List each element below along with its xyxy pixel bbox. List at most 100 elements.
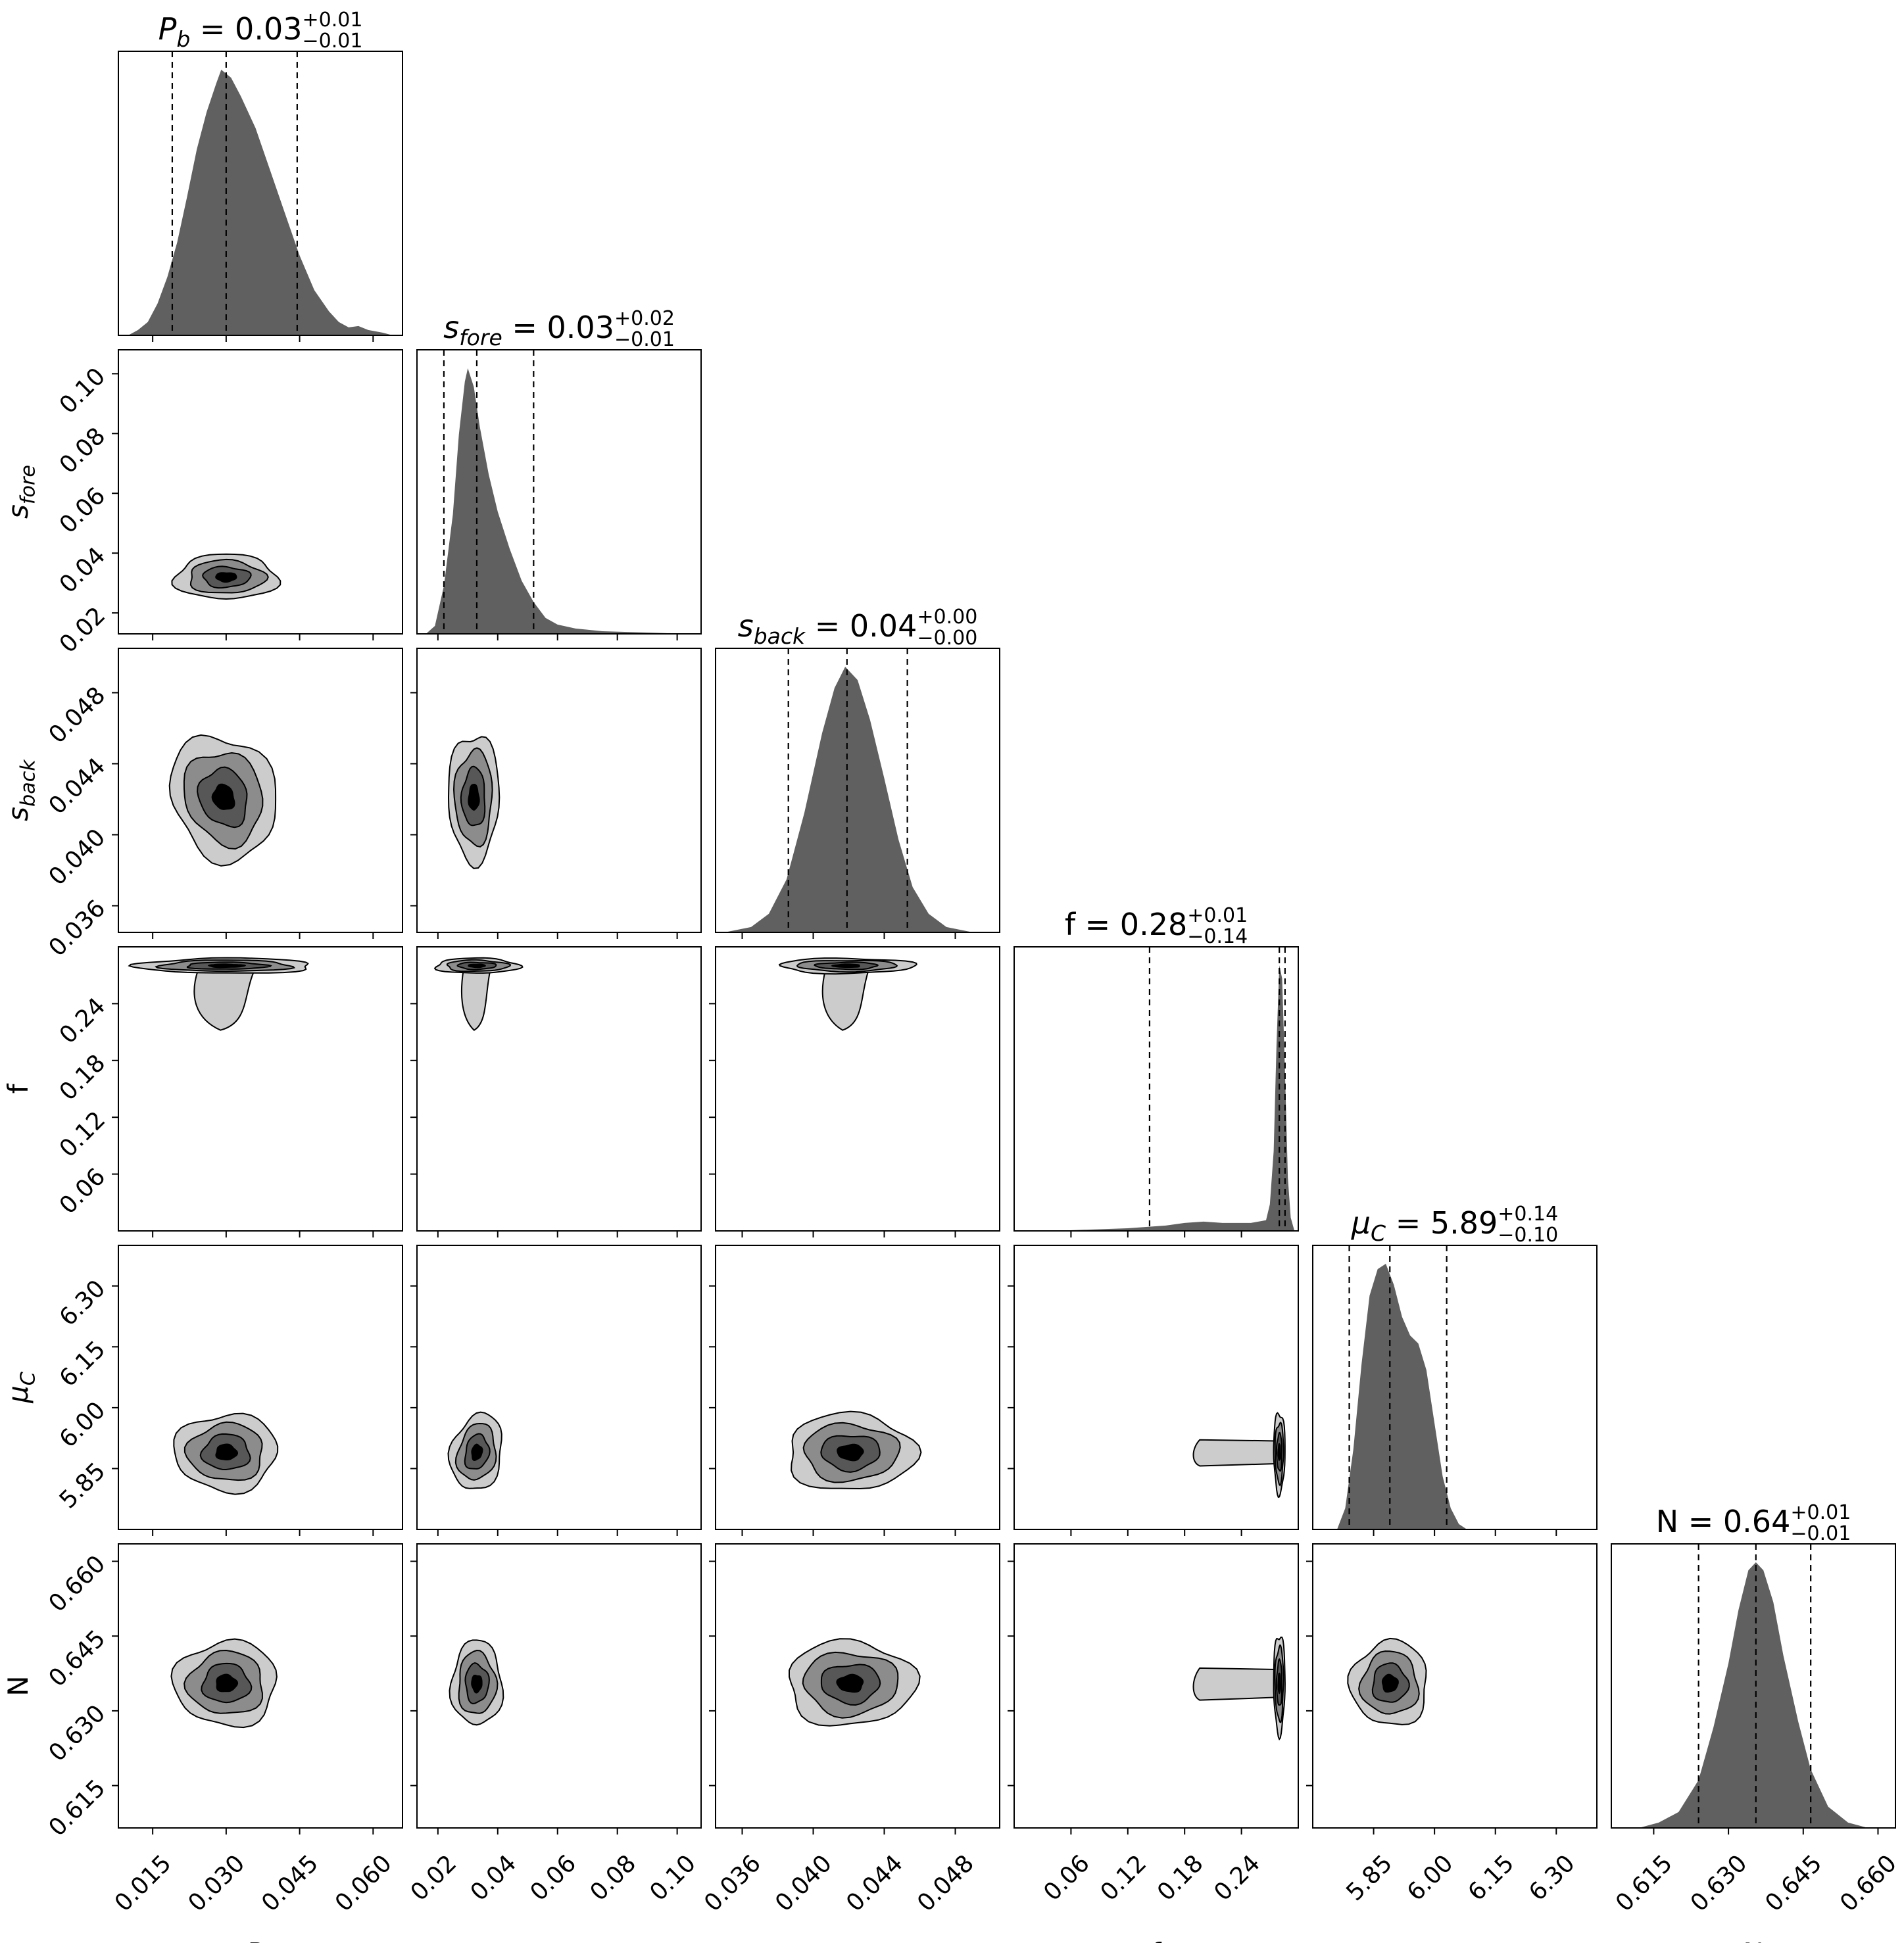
contour-level-4 bbox=[216, 1673, 239, 1692]
panel-frame-N-Pb bbox=[118, 1543, 403, 1829]
y-tick-label-sback: 0.044 bbox=[43, 753, 110, 820]
panel-frame-Pb-Pb bbox=[118, 51, 403, 336]
x-tick-label-f: 0.18 bbox=[1152, 1850, 1209, 1906]
panel-frame-f-Pb bbox=[118, 946, 403, 1232]
x-tick-label-sback: 0.036 bbox=[699, 1850, 766, 1917]
x-axis-label-sback: sback bbox=[827, 1937, 889, 1943]
hist-Pb bbox=[128, 51, 393, 335]
contour-level-4 bbox=[207, 963, 247, 969]
y-axis-label-sback: sback bbox=[2, 759, 40, 821]
x-tick-label-muC: 6.30 bbox=[1524, 1850, 1580, 1906]
hist-area-muC bbox=[1337, 1264, 1467, 1529]
panel-frame-f-sback bbox=[715, 946, 1000, 1232]
x-tick-label-muC: 5.85 bbox=[1341, 1850, 1398, 1906]
contour-level-4 bbox=[211, 783, 235, 810]
title-f: f = 0.28+0.01 −0.14 bbox=[1065, 904, 1248, 948]
panel-frame-N-N bbox=[1611, 1543, 1896, 1829]
y-tick-label-N: 0.660 bbox=[43, 1550, 110, 1618]
contour-sfore-vs-Pb bbox=[171, 553, 281, 600]
hist-sback bbox=[724, 648, 973, 932]
title-muC: μC = 5.89+0.14 −0.10 bbox=[1351, 1203, 1558, 1247]
y-tick-label-sback: 0.048 bbox=[43, 682, 110, 749]
panel-frame-muC-sback bbox=[715, 1245, 1000, 1530]
contour-muC-vs-f bbox=[1192, 1412, 1286, 1499]
hist-muC bbox=[1337, 1245, 1467, 1529]
y-tick-label-sback: 0.040 bbox=[43, 824, 110, 891]
contour-level-4 bbox=[471, 1443, 483, 1462]
contour-N-vs-f bbox=[1192, 1636, 1286, 1740]
contour-level-4 bbox=[215, 1443, 239, 1460]
panel-frame-N-sfore bbox=[416, 1543, 702, 1829]
y-tick-label-N: 0.615 bbox=[43, 1775, 110, 1842]
panel-frame-N-f bbox=[1013, 1543, 1299, 1829]
y-tick-label-sfore: 0.06 bbox=[55, 483, 111, 539]
x-tick-label-f: 0.24 bbox=[1209, 1850, 1265, 1906]
x-axis-label-f: f bbox=[1152, 1937, 1162, 1943]
contour-level-4 bbox=[468, 963, 486, 969]
contour-tail bbox=[193, 969, 256, 1031]
x-axis-label-sfore: sfore bbox=[532, 1937, 586, 1943]
x-tick-label-Pb: 0.060 bbox=[330, 1850, 397, 1917]
x-tick-label-N: 0.615 bbox=[1611, 1850, 1678, 1917]
x-tick-label-sfore: 0.04 bbox=[466, 1850, 522, 1906]
y-tick-label-sfore: 0.02 bbox=[55, 602, 111, 659]
panel-frame-muC-Pb bbox=[118, 1245, 403, 1530]
y-axis-label-N: N bbox=[2, 1675, 34, 1696]
panel-frame-muC-f bbox=[1013, 1245, 1299, 1530]
hist-N bbox=[1638, 1544, 1868, 1828]
x-tick-label-Pb: 0.030 bbox=[183, 1850, 250, 1917]
y-tick-label-f: 0.06 bbox=[55, 1163, 111, 1220]
panel-frame-sfore-sfore bbox=[416, 349, 702, 635]
x-tick-label-N: 0.645 bbox=[1760, 1850, 1827, 1917]
contour-f-vs-sback bbox=[778, 957, 917, 1031]
title-Pb: Pb = 0.03+0.01 −0.01 bbox=[159, 9, 363, 53]
y-tick-label-sfore: 0.08 bbox=[55, 423, 111, 479]
contour-tail bbox=[821, 969, 870, 1031]
contour-N-vs-Pb bbox=[170, 1638, 278, 1729]
contour-level-4 bbox=[471, 1674, 483, 1694]
hist-f bbox=[1052, 947, 1295, 1231]
panel-frame-N-muC bbox=[1312, 1543, 1598, 1829]
hist-area-sfore bbox=[426, 368, 693, 634]
x-tick-label-Pb: 0.015 bbox=[110, 1850, 177, 1917]
contour-N-vs-sfore bbox=[449, 1639, 504, 1726]
panel-frame-muC-sfore bbox=[416, 1245, 702, 1530]
contour-muC-vs-sback bbox=[791, 1410, 922, 1490]
contour-tail bbox=[1192, 1439, 1277, 1467]
contour-sback-vs-Pb bbox=[168, 734, 277, 867]
title-sback: sback = 0.04+0.00 −0.00 bbox=[738, 606, 978, 650]
x-axis-label-N: N bbox=[1743, 1937, 1763, 1943]
contour-N-vs-sback bbox=[789, 1638, 921, 1727]
x-tick-label-sback: 0.040 bbox=[770, 1850, 837, 1917]
contour-level-4 bbox=[837, 1443, 864, 1462]
hist-sfore bbox=[426, 350, 693, 634]
x-tick-label-N: 0.660 bbox=[1835, 1850, 1902, 1917]
y-tick-label-muC: 5.85 bbox=[55, 1458, 111, 1514]
x-tick-label-sback: 0.048 bbox=[912, 1850, 979, 1917]
hist-area-f bbox=[1052, 965, 1295, 1231]
contour-level-4 bbox=[1277, 1443, 1281, 1461]
x-tick-label-muC: 6.15 bbox=[1463, 1850, 1520, 1906]
contour-level-4 bbox=[831, 963, 860, 968]
hist-area-N bbox=[1638, 1562, 1868, 1828]
y-tick-label-muC: 6.00 bbox=[55, 1397, 111, 1453]
y-axis-label-f: f bbox=[2, 1083, 34, 1093]
x-tick-label-sback: 0.044 bbox=[841, 1850, 908, 1917]
x-axis-label-muC: μC bbox=[1438, 1937, 1471, 1943]
contour-f-vs-sfore bbox=[433, 957, 524, 1031]
contour-f-vs-Pb bbox=[128, 957, 309, 1031]
panel-frame-N-sback bbox=[715, 1543, 1000, 1829]
contour-tail bbox=[460, 969, 491, 1031]
panel-frame-sback-sback bbox=[715, 648, 1000, 933]
contour-level-4 bbox=[836, 1673, 864, 1693]
panel-frame-sfore-Pb bbox=[118, 349, 403, 635]
y-axis-label-muC: μC bbox=[2, 1372, 40, 1404]
x-tick-label-muC: 6.00 bbox=[1402, 1850, 1459, 1906]
x-tick-label-sfore: 0.02 bbox=[406, 1850, 462, 1906]
y-tick-label-sback: 0.036 bbox=[43, 895, 110, 962]
x-axis-label-Pb: Pb bbox=[246, 1937, 276, 1943]
contour-sback-vs-sfore bbox=[447, 736, 500, 869]
y-tick-label-f: 0.12 bbox=[55, 1107, 111, 1163]
contour-tail bbox=[1192, 1667, 1277, 1701]
y-tick-label-f: 0.18 bbox=[55, 1049, 111, 1106]
